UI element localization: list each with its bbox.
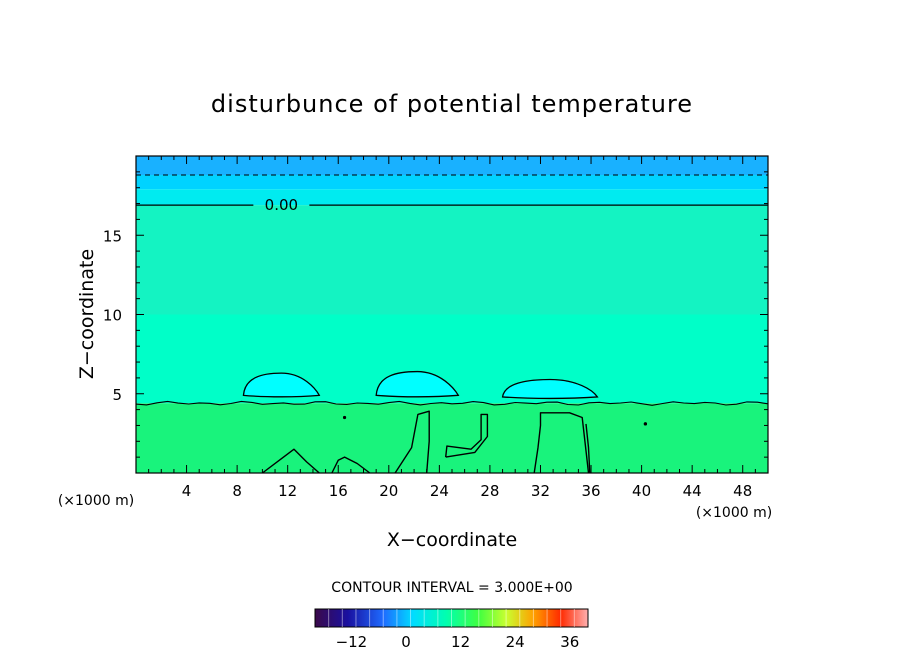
colorbar-tick-label: 0 bbox=[401, 633, 411, 651]
low-contour-5 bbox=[585, 423, 591, 474]
x-tick-label: 20 bbox=[379, 482, 398, 500]
x-tick-label: 16 bbox=[329, 482, 348, 500]
x-axis-label: X−coordinate bbox=[387, 529, 517, 551]
x-tick-label: 32 bbox=[531, 482, 550, 500]
x-tick-label: 12 bbox=[278, 482, 297, 500]
x-tick-label: 44 bbox=[683, 482, 702, 500]
low-contour-0 bbox=[261, 448, 320, 474]
x-tick-label: 48 bbox=[733, 482, 752, 500]
contour-dot-0 bbox=[342, 415, 347, 420]
colorbar-ticks: −12 0 12 24 36 bbox=[336, 633, 580, 651]
bubble-regions bbox=[242, 370, 599, 400]
field-layer-3 bbox=[136, 205, 768, 315]
field-layer-1 bbox=[136, 175, 768, 190]
field-layer-2 bbox=[136, 189, 768, 206]
y-axis-label: Z−coordinate bbox=[76, 249, 98, 379]
low-contour-2 bbox=[394, 410, 430, 474]
x-tick-label: 28 bbox=[480, 482, 499, 500]
y-tick-label: 15 bbox=[103, 227, 122, 245]
y-axis-ticks: 5 10 15 bbox=[103, 171, 768, 458]
y-tick-label: 5 bbox=[112, 386, 122, 404]
x-axis-ticks: 4 8 12 16 20 24 28 32 36 40 44 48 bbox=[148, 156, 756, 500]
x-unit-left: (×1000 m) bbox=[58, 493, 134, 509]
x-tick-label: 8 bbox=[232, 482, 242, 500]
contour-dot-2 bbox=[643, 422, 647, 426]
bubble-region-2 bbox=[501, 378, 599, 400]
x-tick-label: 36 bbox=[581, 482, 600, 500]
x-tick-label: 24 bbox=[430, 482, 449, 500]
bubble-region-0 bbox=[242, 372, 321, 398]
y-tick-label: 10 bbox=[103, 307, 122, 325]
low-contour-4 bbox=[533, 412, 590, 474]
bubble-region-1 bbox=[375, 370, 460, 398]
low-contour-1 bbox=[331, 456, 371, 474]
colorbar-tick-label: 12 bbox=[451, 633, 470, 651]
colorbar bbox=[314, 608, 589, 628]
field-layer-5 bbox=[136, 403, 768, 473]
colorbar-divisions bbox=[328, 609, 575, 627]
zero-contour-label: 0.00 bbox=[265, 196, 298, 214]
colorbar-tick-label: −12 bbox=[336, 633, 368, 651]
contour-lines bbox=[135, 174, 769, 474]
low-contour-3 bbox=[445, 413, 489, 458]
contour-interval-text: CONTOUR INTERVAL = 3.000E+00 bbox=[331, 580, 572, 596]
chart-title: disturbunce of potential temperature bbox=[211, 90, 693, 118]
field-layers bbox=[136, 156, 768, 473]
x-tick-label: 4 bbox=[182, 482, 192, 500]
colorbar-tick-label: 24 bbox=[506, 633, 525, 651]
field-layer-0 bbox=[136, 156, 768, 176]
colorbar-tick-label: 36 bbox=[560, 633, 579, 651]
x-tick-label: 40 bbox=[632, 482, 651, 500]
x-unit-right: (×1000 m) bbox=[696, 505, 772, 521]
boundary-contour-line bbox=[135, 400, 769, 406]
